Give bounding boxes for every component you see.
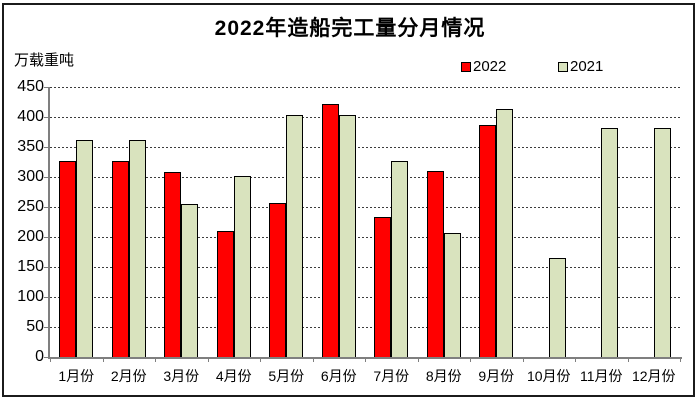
x-axis-label-m11: 11月份 <box>579 368 623 384</box>
y-axis-label-400: 400 <box>17 108 44 125</box>
y-axis-line <box>48 87 50 359</box>
x-axis-tick-3 <box>207 358 209 362</box>
bar-2021-m9 <box>496 108 514 358</box>
chart-title: 2022年造船完工量分月情况 <box>214 17 486 40</box>
bar-2022-m7 <box>374 216 392 358</box>
bar-2021-m6 <box>338 114 356 358</box>
x-axis-label-m3: 3月份 <box>163 368 200 384</box>
legend-item-2021: 2021 <box>558 58 604 75</box>
gridline-150 <box>50 267 680 268</box>
gridline-100 <box>50 297 680 298</box>
bar-2021-m4 <box>233 175 251 358</box>
x-axis-label-m2: 2月份 <box>110 368 147 384</box>
x-axis-label-m6: 6月份 <box>320 368 357 384</box>
y-axis-tick-300 <box>44 177 48 178</box>
gridline-350 <box>50 147 680 148</box>
y-axis-tick-400 <box>44 117 48 118</box>
bar-2021-m12 <box>653 128 671 358</box>
gridline-200 <box>50 237 680 238</box>
x-axis-label-m7: 7月份 <box>373 368 410 384</box>
x-axis-label-m10: 10月份 <box>526 368 571 384</box>
bar-2022-m5 <box>269 203 287 358</box>
x-axis-tick-6 <box>365 358 366 362</box>
legend-label-2022: 2022 <box>473 58 507 75</box>
bar-2021-m8 <box>443 233 461 358</box>
bar-2022-m9 <box>479 125 497 358</box>
gridline-450 <box>50 87 680 88</box>
bar-2021-m10 <box>548 258 566 358</box>
x-axis-tick-8 <box>470 358 471 362</box>
bar-2021-m11 <box>601 128 619 358</box>
bar-2021-m2 <box>128 140 146 358</box>
y-axis-unit-label: 万载重吨 <box>14 52 75 69</box>
bar-2022-m3 <box>164 172 182 358</box>
x-axis-tick-2 <box>155 358 156 362</box>
y-axis-tick-350 <box>44 147 48 148</box>
x-axis-tick-5 <box>312 358 314 362</box>
x-axis-tick-1 <box>102 358 104 362</box>
bar-2022-m2 <box>111 160 129 358</box>
x-axis-label-m5: 5月份 <box>268 368 305 384</box>
x-axis-tick-11 <box>627 358 629 362</box>
legend-swatch-2022 <box>461 62 471 72</box>
y-axis-label-450: 450 <box>17 78 44 95</box>
x-axis-label-m12: 12月份 <box>631 368 676 384</box>
y-axis-tick-100 <box>44 297 48 298</box>
bar-2021-m7 <box>391 161 409 358</box>
bar-2022-m1 <box>59 160 77 358</box>
x-axis-tick-4 <box>260 358 261 362</box>
y-axis-tick-200 <box>44 237 48 238</box>
y-axis-label-200: 200 <box>17 228 44 245</box>
y-axis-tick-150 <box>44 267 48 268</box>
gridline-300 <box>50 177 680 178</box>
bar-2021-m1 <box>76 140 94 358</box>
bar-2021-m3 <box>181 204 199 358</box>
y-axis-label-50: 50 <box>26 318 44 335</box>
bar-2022-m6 <box>321 104 339 358</box>
y-axis-tick-50 <box>44 327 48 328</box>
y-axis-label-100: 100 <box>17 288 44 305</box>
legend-item-2022: 2022 <box>461 58 507 75</box>
y-axis-label-350: 350 <box>17 138 44 155</box>
x-axis-line <box>48 357 682 359</box>
x-axis-label-m1: 1月份 <box>58 368 95 384</box>
gridline-50 <box>50 327 680 328</box>
gridline-400 <box>50 117 680 118</box>
x-axis-tick-0 <box>50 358 51 362</box>
bar-2022-m8 <box>426 171 444 358</box>
y-axis-tick-0 <box>44 357 48 358</box>
y-axis-label-0: 0 <box>35 348 44 365</box>
x-axis-label-m8: 8月份 <box>425 368 462 384</box>
x-axis-label-m4: 4月份 <box>215 368 252 384</box>
x-axis-tick-12 <box>680 358 681 362</box>
y-axis-label-300: 300 <box>17 168 44 185</box>
y-axis-label-250: 250 <box>17 198 44 215</box>
x-axis-tick-10 <box>575 358 576 362</box>
legend-swatch-2021 <box>558 62 568 72</box>
y-axis-label-150: 150 <box>17 258 44 275</box>
y-axis-tick-450 <box>44 87 48 88</box>
x-axis-label-m9: 9月份 <box>478 368 515 384</box>
x-axis-tick-7 <box>417 358 419 362</box>
bar-2021-m5 <box>286 114 304 358</box>
y-axis-tick-250 <box>44 207 48 208</box>
bar-2022-m4 <box>216 231 234 358</box>
x-axis-tick-9 <box>522 358 524 362</box>
legend-label-2021: 2021 <box>570 58 604 75</box>
gridline-250 <box>50 207 680 208</box>
